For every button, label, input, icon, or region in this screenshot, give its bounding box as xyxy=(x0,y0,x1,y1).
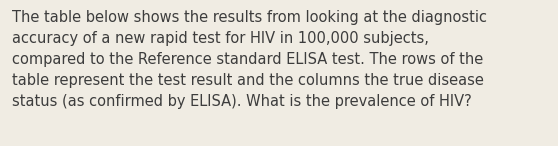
Text: The table below shows the results from looking at the diagnostic
accuracy of a n: The table below shows the results from l… xyxy=(12,10,487,109)
